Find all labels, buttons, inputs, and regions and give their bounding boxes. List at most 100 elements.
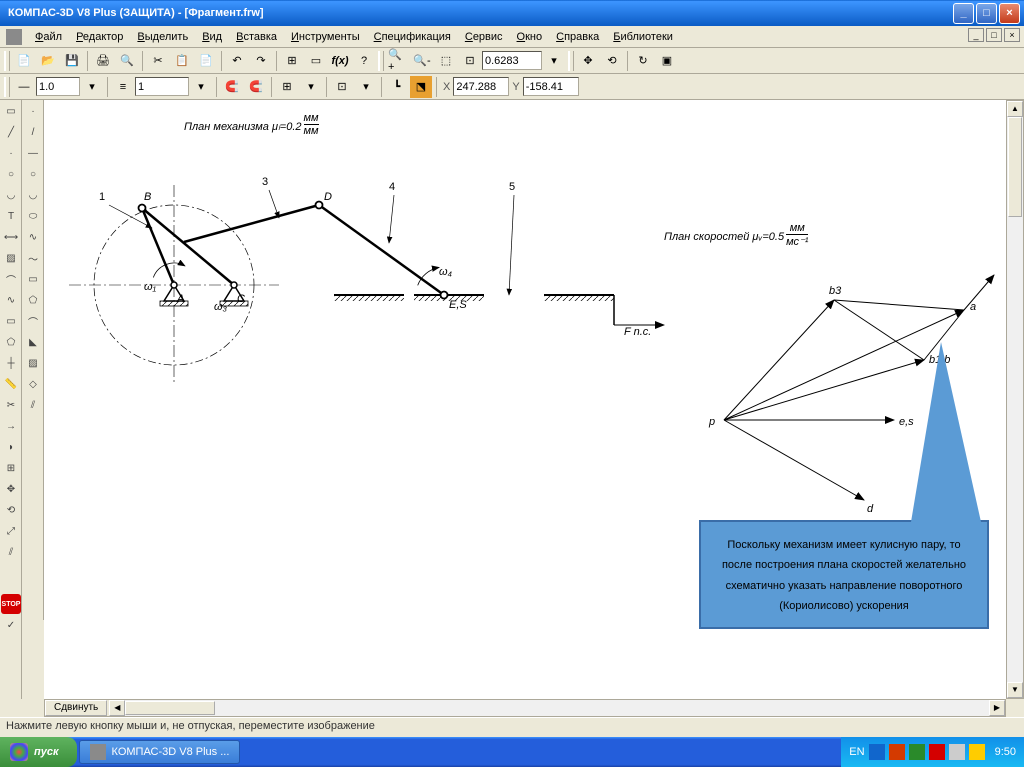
tool-check-icon[interactable]: ✓: [1, 615, 21, 635]
tool-fillet-icon[interactable]: ⌒: [1, 269, 21, 289]
menu-Библиотеки[interactable]: Библиотеки: [606, 29, 680, 45]
tool-move-icon[interactable]: ✥: [1, 479, 21, 499]
tray-icon-5[interactable]: [949, 744, 965, 760]
tray-clock[interactable]: 9:50: [995, 746, 1016, 758]
rotate-button[interactable]: ⟲: [601, 50, 623, 72]
hscroll-thumb[interactable]: [125, 701, 215, 715]
scroll-down-button[interactable]: ▼: [1007, 682, 1023, 698]
horizontal-scrollbar[interactable]: Сдвинуть ◀ ▶: [44, 699, 1006, 717]
ortho-dropdown[interactable]: ▾: [355, 76, 377, 98]
linestyle-dropdown[interactable]: ▾: [81, 76, 103, 98]
window-button[interactable]: ▭: [305, 50, 327, 72]
zoom-fit-button[interactable]: ⊡: [459, 50, 481, 72]
cut-button[interactable]: ✂: [147, 50, 169, 72]
pan-button[interactable]: ✥: [577, 50, 599, 72]
close-button[interactable]: ×: [999, 3, 1020, 24]
open-button[interactable]: 📂: [37, 50, 59, 72]
tool-poly-icon[interactable]: ⬠: [1, 332, 21, 352]
menu-Файл[interactable]: Файл: [28, 29, 69, 45]
tool-trim-icon[interactable]: ✂: [1, 395, 21, 415]
zoom-out-button[interactable]: 🔍-: [411, 50, 433, 72]
help-button[interactable]: ?: [353, 50, 375, 72]
tool-hatch-icon[interactable]: ▨: [1, 248, 21, 268]
geom-chamfer-icon[interactable]: ◣: [23, 332, 43, 352]
tray-icon-1[interactable]: [869, 744, 885, 760]
snap-magnet2-icon[interactable]: 🧲: [245, 76, 267, 98]
geom-contour-icon[interactable]: ◇: [23, 374, 43, 394]
tool-offset-icon[interactable]: ⫽: [1, 542, 21, 562]
grid-icon[interactable]: ⊞: [276, 76, 298, 98]
preview-button[interactable]: 🔍: [116, 50, 138, 72]
menu-Окно[interactable]: Окно: [510, 29, 550, 45]
fx-button[interactable]: f(x): [329, 50, 351, 72]
tray-icon-3[interactable]: [909, 744, 925, 760]
tool-rotate-icon[interactable]: ⟲: [1, 500, 21, 520]
start-button[interactable]: пуск: [0, 737, 77, 767]
stop-button[interactable]: STOP: [1, 594, 21, 614]
drawing-canvas[interactable]: План механизма μₗ=0.2мммм План скоростей…: [44, 100, 1024, 699]
tool-point-icon[interactable]: ·: [1, 143, 21, 163]
scroll-left-button[interactable]: ◀: [109, 700, 125, 716]
tool-rect-icon[interactable]: ▭: [1, 311, 21, 331]
geom-equid-icon[interactable]: ⫽: [23, 395, 43, 415]
paste-button[interactable]: 📄: [195, 50, 217, 72]
tool-mirror-icon[interactable]: ◗: [1, 437, 21, 457]
tool-arc-icon[interactable]: ◡: [1, 185, 21, 205]
mdi-close[interactable]: ×: [1004, 28, 1020, 42]
ucs2-icon[interactable]: ⬔: [410, 76, 432, 98]
zoom-window-button[interactable]: ⬚: [435, 50, 457, 72]
scroll-right-button[interactable]: ▶: [989, 700, 1005, 716]
geom-ellipse-icon[interactable]: ⬭: [23, 206, 43, 226]
geom-bezier-icon[interactable]: 〜: [23, 248, 43, 268]
grid-dropdown[interactable]: ▾: [300, 76, 322, 98]
menu-Редактор[interactable]: Редактор: [69, 29, 130, 45]
ucs-icon[interactable]: ┗: [386, 76, 408, 98]
tool-measure-icon[interactable]: 📏: [1, 374, 21, 394]
tool-circle-icon[interactable]: ○: [1, 164, 21, 184]
save-button[interactable]: 💾: [61, 50, 83, 72]
tool-spline-icon[interactable]: ∿: [1, 290, 21, 310]
geom-hline-icon[interactable]: —: [23, 143, 43, 163]
props-button[interactable]: ⊞: [281, 50, 303, 72]
menu-Вид[interactable]: Вид: [195, 29, 229, 45]
scroll-up-button[interactable]: ▲: [1007, 101, 1023, 117]
geom-spline-icon[interactable]: ∿: [23, 227, 43, 247]
geom-rect-icon[interactable]: ▭: [23, 269, 43, 289]
tool-axis-icon[interactable]: ┼: [1, 353, 21, 373]
geom-circle-icon[interactable]: ○: [23, 164, 43, 184]
linestyle-input[interactable]: [36, 77, 80, 96]
tool-extend-icon[interactable]: →: [1, 416, 21, 436]
redo-button[interactable]: ↷: [250, 50, 272, 72]
print-button[interactable]: 🖨: [92, 50, 114, 72]
geom-hatch-icon[interactable]: ▨: [23, 353, 43, 373]
geom-point-icon[interactable]: ·: [23, 101, 43, 121]
menu-Вставка[interactable]: Вставка: [229, 29, 284, 45]
mdi-restore[interactable]: □: [986, 28, 1002, 42]
ortho-icon[interactable]: ⊡: [331, 76, 353, 98]
linestyle-icon[interactable]: —: [13, 76, 35, 98]
geom-fillet-icon[interactable]: ⌒: [23, 311, 43, 331]
tool-dim-icon[interactable]: ⟷: [1, 227, 21, 247]
menu-Спецификация[interactable]: Спецификация: [367, 29, 458, 45]
tool-line-icon[interactable]: ╱: [1, 122, 21, 142]
coord-x-input[interactable]: [453, 77, 509, 96]
taskbar-app-button[interactable]: КОМПАС-3D V8 Plus ...: [79, 740, 241, 764]
geom-arc-icon[interactable]: ◡: [23, 185, 43, 205]
menu-Сервис[interactable]: Сервис: [458, 29, 510, 45]
frame-button[interactable]: ▣: [656, 50, 678, 72]
vertical-scrollbar[interactable]: ▲ ▼: [1006, 100, 1024, 699]
coord-y-input[interactable]: [523, 77, 579, 96]
tool-text-icon[interactable]: T: [1, 206, 21, 226]
tray-icon-2[interactable]: [889, 744, 905, 760]
layer-dropdown[interactable]: ▾: [190, 76, 212, 98]
layer-icon[interactable]: ≡: [112, 76, 134, 98]
tool-scale-icon[interactable]: ⤢: [1, 521, 21, 541]
tray-lang[interactable]: EN: [849, 746, 864, 758]
menu-Справка[interactable]: Справка: [549, 29, 606, 45]
snap-magnet-icon[interactable]: 🧲: [221, 76, 243, 98]
layer-input[interactable]: [135, 77, 189, 96]
menu-Выделить[interactable]: Выделить: [130, 29, 195, 45]
tool-select-icon[interactable]: ▭: [1, 101, 21, 121]
menu-Инструменты[interactable]: Инструменты: [284, 29, 367, 45]
new-button[interactable]: 📄: [13, 50, 35, 72]
